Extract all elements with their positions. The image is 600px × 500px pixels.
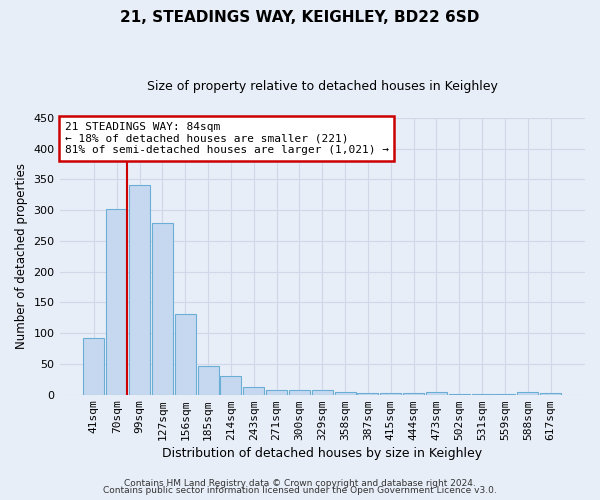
Bar [106,210,127,394]
Bar [289,390,310,394]
Bar [312,390,333,394]
Bar [335,392,356,394]
X-axis label: Distribution of detached houses by size in Keighley: Distribution of detached houses by size … [162,447,482,460]
Bar [152,223,173,394]
Bar [83,338,104,394]
Bar [426,392,447,394]
Title: Size of property relative to detached houses in Keighley: Size of property relative to detached ho… [147,80,498,93]
Bar [129,185,150,394]
Y-axis label: Number of detached properties: Number of detached properties [15,163,28,349]
Bar [380,393,401,394]
Text: Contains public sector information licensed under the Open Government Licence v3: Contains public sector information licen… [103,486,497,495]
Bar [197,366,218,394]
Bar [517,392,538,394]
Bar [175,314,196,394]
Bar [266,390,287,394]
Bar [220,376,241,394]
Bar [243,386,264,394]
Text: 21, STEADINGS WAY, KEIGHLEY, BD22 6SD: 21, STEADINGS WAY, KEIGHLEY, BD22 6SD [121,10,479,25]
Text: 21 STEADINGS WAY: 84sqm
← 18% of detached houses are smaller (221)
81% of semi-d: 21 STEADINGS WAY: 84sqm ← 18% of detache… [65,122,389,155]
Text: Contains HM Land Registry data © Crown copyright and database right 2024.: Contains HM Land Registry data © Crown c… [124,478,476,488]
